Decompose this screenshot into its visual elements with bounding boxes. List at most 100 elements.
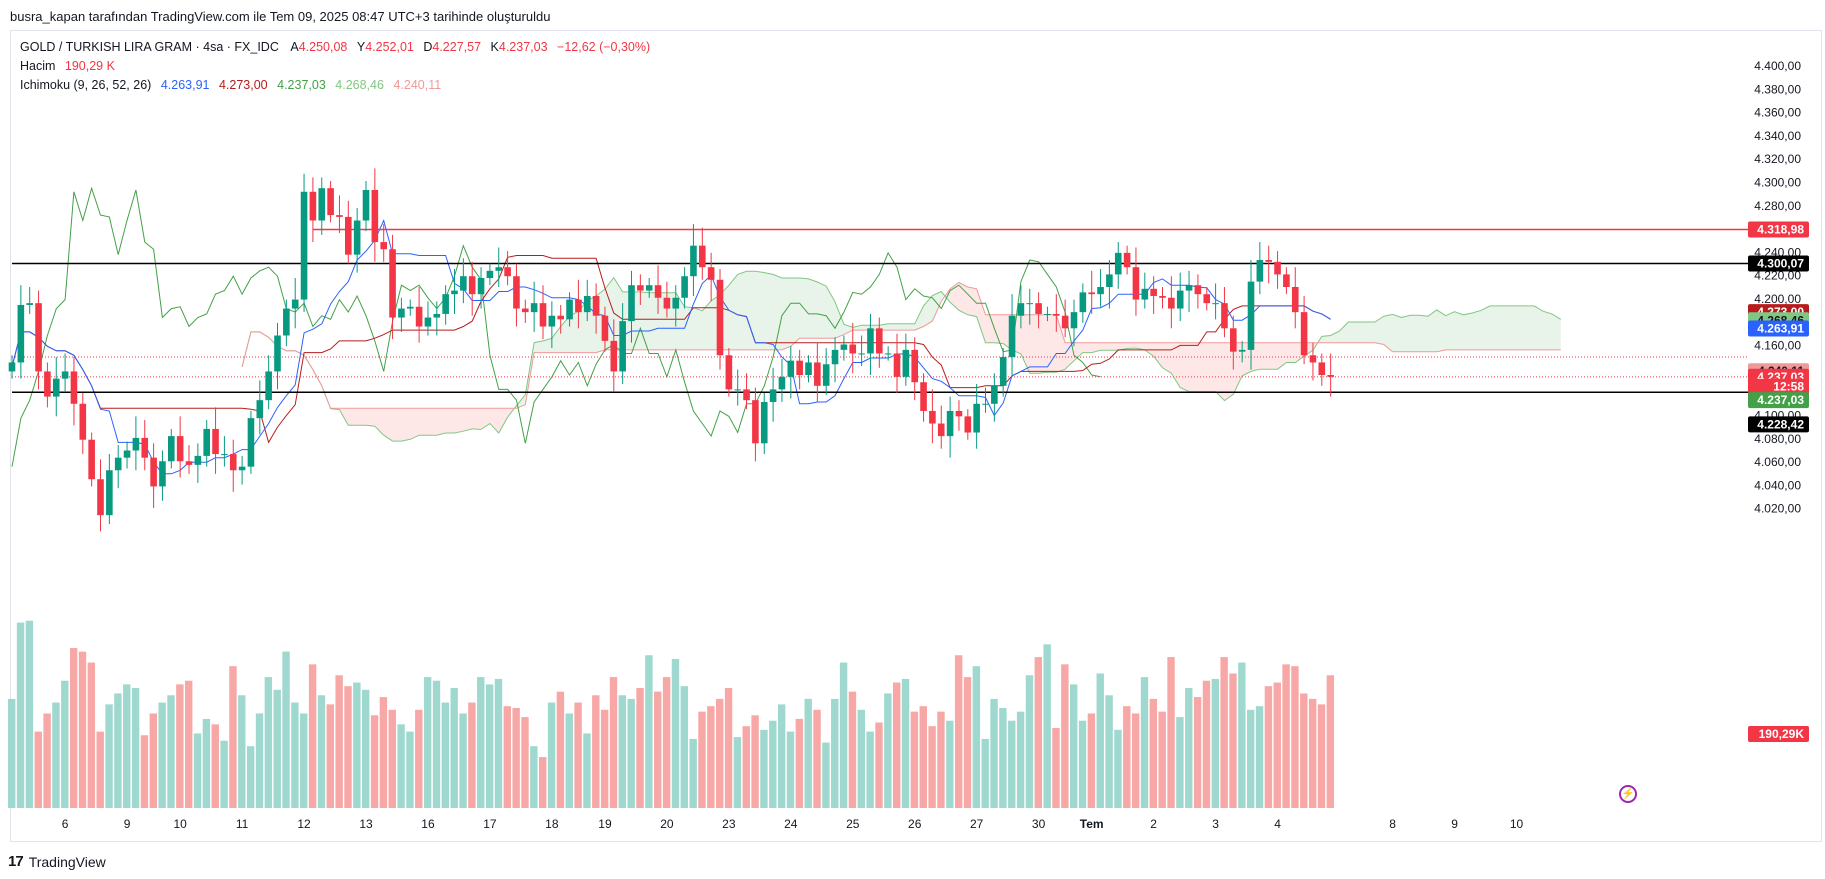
volume-bar [485,684,494,808]
volume-bar [282,651,290,808]
candle-body [150,457,157,487]
ichimoku-cloud-segment [1197,342,1207,392]
price-label-text: 4.228,42 [1757,417,1804,431]
volume-bar [335,675,343,808]
candle-body [1291,286,1299,313]
candle-body [1194,285,1202,295]
y-tick-label: 4.400,00 [1754,59,1801,73]
price-label-text: 4.318,98 [1757,223,1804,237]
lightning-icon[interactable]: ⚡ [1619,785,1637,803]
volume-bar [592,695,600,808]
price-label-box [1748,378,1809,395]
volume-bar [176,684,184,808]
ichimoku-cloud-segment [445,408,455,433]
volume-value: 190,29 K [64,59,115,73]
volume-bar [238,695,246,808]
ichimoku-cloud-segment [1383,314,1393,352]
volume-bar [362,689,370,808]
candle-body [362,189,370,221]
candle-body [1106,274,1113,287]
volume-bar [946,720,954,808]
volume-bar [760,729,768,808]
x-tick-label: 12 [297,817,311,831]
volume-bar [202,718,211,808]
volume-bar [636,688,644,808]
volume-bar [1016,711,1025,808]
candle-body [1318,362,1326,376]
volume-bar [627,698,635,808]
candle-body [1150,288,1157,296]
ichimoku-cloud-segment [1489,305,1499,350]
candle-body [203,428,210,456]
volume-bar [1308,698,1317,808]
volume-bar [539,757,547,808]
candle-body [699,245,706,268]
candle-body [920,382,927,411]
x-tick-label: 3 [1212,817,1219,831]
volume-bar [193,733,202,808]
candle-body [654,285,662,298]
ichimoku-cloud-segment [958,282,968,315]
candle-body [1097,286,1104,295]
volume-bar [716,698,724,808]
ichimoku-cloud-segment [454,408,464,433]
volume-bar [724,688,733,808]
candle-body [893,353,901,377]
candle-body [592,295,600,316]
volume-bar [105,704,113,808]
ichimoku-cloud-segment [374,408,384,436]
volume-bar [211,724,219,808]
candle-body [840,344,848,350]
candle-body [468,276,476,295]
candle-body [1017,303,1025,316]
candle-body [504,267,511,277]
ichimoku-label[interactable]: Ichimoku (9, 26, 52, 26) [20,78,152,92]
candle-body [35,303,42,372]
volume-bar [114,693,122,808]
ichimoku-cloud-segment [1321,335,1331,343]
candle-body [79,403,87,440]
price-label-text: 4.237,03 [1757,393,1804,407]
volume-bar [441,702,450,808]
candle-body [982,403,989,405]
candle-body [831,349,839,365]
volume-bar [1300,693,1308,808]
legend-volume-row: Hacim 190,29 K [20,57,650,76]
ichimoku-base-value: 4.273,00 [218,78,268,92]
ichimoku-cloud-segment [1436,309,1446,352]
candle-body [929,410,936,424]
volume-bar [857,709,865,808]
symbol-name[interactable]: GOLD / TURKISH LIRA GRAM · 4sa · FX_IDC [20,40,279,54]
ichimoku-spanA-value: 4.268,46 [335,78,384,92]
y-tick-label: 4.020,00 [1754,502,1801,516]
candle-body [1327,375,1334,377]
ichimoku-cloud-segment [790,278,800,347]
ichimoku-cloud-segment [746,271,756,350]
candle-body [212,428,219,455]
ichimoku-cloud-segment [905,323,915,331]
header-text: busra_kapan tarafından TradingView.com i… [10,9,551,24]
candle-body [867,328,874,354]
ichimoku-cloud-segment [1189,342,1198,392]
candle-body [610,340,618,372]
chart-panel[interactable] [10,30,1822,842]
candle-body [221,454,228,456]
volume-bar [565,713,573,808]
volume-bar [1167,657,1175,808]
volume-bar [972,666,981,808]
volume-bar [680,686,688,808]
candle-body [601,315,609,341]
volume-bar [255,713,264,808]
candle-body [1159,295,1166,298]
volume-bar [96,731,104,808]
candle-body [61,371,69,379]
volume-bar [344,686,352,808]
ichimoku-cloud-segment [1109,342,1119,351]
x-tick-label: 2 [1150,817,1157,831]
volume-label[interactable]: Hacim [20,59,56,73]
candle-body [822,364,830,386]
candle-body [991,385,998,404]
volume-bar [450,688,458,808]
candle-body [415,306,423,327]
